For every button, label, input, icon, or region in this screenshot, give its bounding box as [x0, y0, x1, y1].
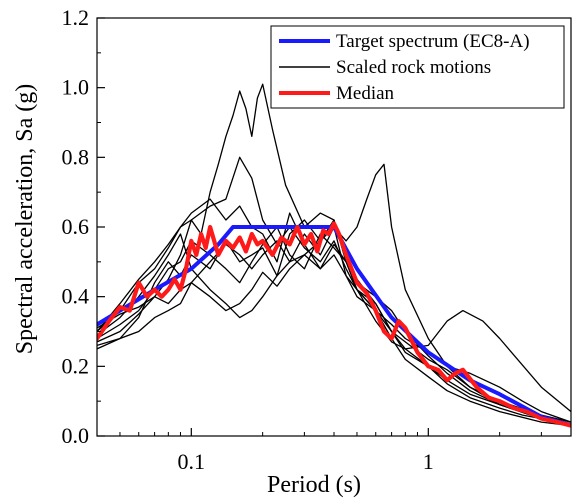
series-group	[97, 83, 571, 428]
y-tick-label: 1.2	[62, 5, 90, 30]
y-axis-title: Spectral acceleration, Sa (g)	[12, 84, 38, 355]
target-spectrum-line	[97, 225, 571, 428]
y-tick-label: 0.2	[62, 353, 90, 378]
x-axis-title: Period (s)	[267, 472, 361, 498]
x-tick-label: 0.1	[178, 449, 206, 474]
axes-group: 0.0 0.2 0.4 0.6 0.8 1.0 1.2 0.1 1	[62, 5, 572, 474]
legend-label-target: Target spectrum (EC8-A)	[336, 31, 530, 52]
y-tick-label: 0.6	[62, 214, 90, 239]
y-tick-label: 0.8	[62, 144, 90, 169]
y-tick-label: 1.0	[62, 75, 90, 100]
median-line	[97, 221, 571, 428]
x-tick-label: 1	[423, 449, 434, 474]
scaled-rock-motion-line-7	[97, 233, 571, 427]
legend-label-median: Median	[336, 83, 395, 104]
scaled-rock-motion-line-3	[97, 219, 571, 413]
y-tick-label: 0.0	[62, 423, 90, 448]
legend-label-scaled-rock-motions: Scaled rock motions	[336, 57, 491, 78]
scaled-rock-motion-line-1	[97, 83, 571, 427]
scaled-rock-motion-line-4	[97, 163, 571, 427]
y-tick-label: 0.4	[62, 284, 90, 309]
scaled-rock-motion-line-8	[97, 219, 571, 427]
legend: Target spectrum (EC8-A) Scaled rock moti…	[270, 25, 565, 109]
